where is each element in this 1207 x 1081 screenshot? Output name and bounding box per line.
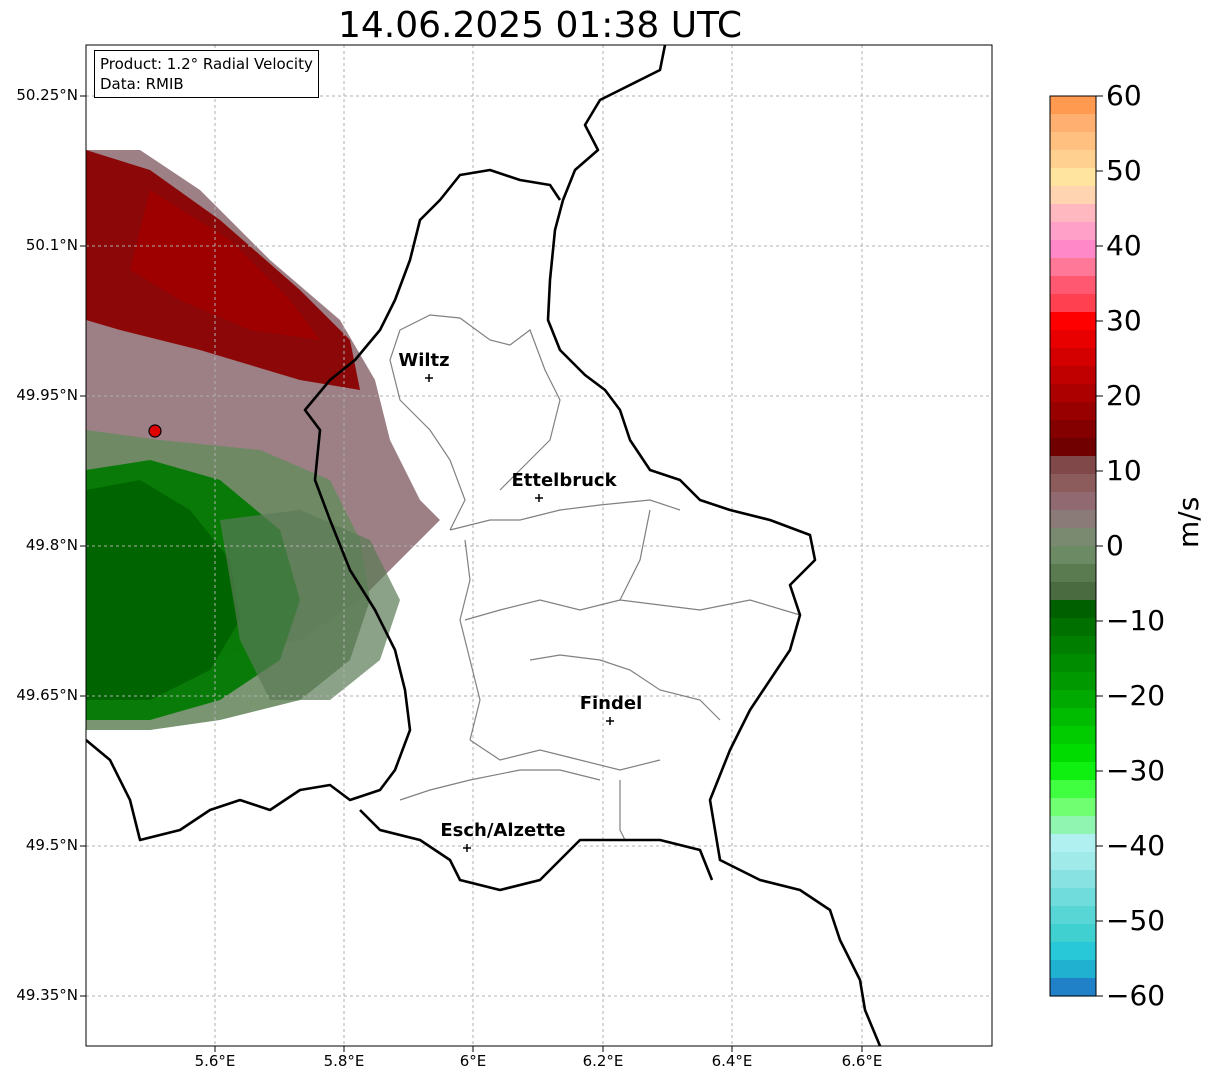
colorbar-segment [1050, 978, 1096, 997]
colorbar-segment [1050, 330, 1096, 349]
lat-tick-label: 50.1°N [25, 236, 78, 254]
lat-tick-label: 49.8°N [25, 536, 78, 554]
colorbar-segment [1050, 384, 1096, 403]
colorbar-segment [1050, 600, 1096, 619]
lon-tick-label: 6.2°E [582, 1052, 624, 1070]
colorbar-segment [1050, 960, 1096, 979]
colorbar-segment [1050, 348, 1096, 367]
colorbar-segment [1050, 366, 1096, 385]
colorbar-segment [1050, 942, 1096, 961]
colorbar-segment [1050, 420, 1096, 439]
colorbar-segment [1050, 294, 1096, 313]
city-label-findel: Findel [579, 693, 643, 714]
colorbar-segment [1050, 762, 1096, 781]
city-label-ettelbruck: Ettelbruck [511, 470, 617, 491]
lat-tick-label: 49.35°N [16, 986, 78, 1004]
lon-tick-label: 5.6°E [194, 1052, 236, 1070]
colorbar-segment [1050, 672, 1096, 691]
radar-site-marker [148, 424, 162, 438]
colorbar-segment [1050, 222, 1096, 241]
colorbar-tick-label: −30 [1106, 754, 1166, 787]
colorbar-tick-label: 0 [1106, 529, 1124, 562]
colorbar-segment [1050, 852, 1096, 871]
city-label-esch-alzette: Esch/Alzette [440, 820, 566, 841]
colorbar-segment [1050, 510, 1096, 529]
colorbar-segment [1050, 870, 1096, 889]
colorbar-segment [1050, 132, 1096, 151]
admin-borders [389, 314, 801, 841]
colorbar-tick-label: −10 [1106, 604, 1166, 637]
colorbar-segment [1050, 240, 1096, 259]
colorbar-segment [1050, 582, 1096, 601]
lon-tick-label: 5.8°E [323, 1052, 365, 1070]
colorbar-segment [1050, 114, 1096, 133]
map-title: 14.06.2025 01:38 UTC [337, 5, 743, 46]
colorbar-segment [1050, 690, 1096, 709]
colorbar-segment [1050, 654, 1096, 673]
lat-tick-label: 49.95°N [16, 386, 78, 404]
colorbar-segment [1050, 816, 1096, 835]
lon-tick-label: 6.6°E [841, 1052, 883, 1070]
product-label: Product: 1.2° Radial Velocity [100, 55, 313, 73]
colorbar-tick-label: −60 [1106, 979, 1166, 1012]
colorbar-segment [1050, 456, 1096, 475]
lat-tick-label: 49.5°N [25, 836, 78, 854]
colorbar-segment [1050, 564, 1096, 583]
colorbar-tick-label: 60 [1106, 79, 1142, 112]
colorbar-segment [1050, 492, 1096, 511]
colorbar-tick-label: 10 [1106, 454, 1142, 487]
lon-tick-label: 6.4°E [711, 1052, 753, 1070]
colorbar-segment [1050, 150, 1096, 169]
colorbar-segment [1050, 780, 1096, 799]
colorbar-segment [1050, 204, 1096, 223]
colorbar-tick-label: −40 [1106, 829, 1166, 862]
colorbar-segment [1050, 258, 1096, 277]
colorbar-segment [1050, 906, 1096, 925]
colorbar-segment [1050, 708, 1096, 727]
colorbar-tick-label: 30 [1106, 304, 1142, 337]
city-label-wiltz: Wiltz [398, 350, 450, 371]
colorbar-segment [1050, 168, 1096, 187]
colorbar-segment [1050, 618, 1096, 637]
lat-tick-label: 49.65°N [16, 686, 78, 704]
colorbar-tick-label: 20 [1106, 379, 1142, 412]
colorbar-tick-label: −20 [1106, 679, 1166, 712]
data-source-label: Data: RMIB [100, 75, 184, 93]
colorbar-segment [1050, 924, 1096, 943]
colorbar-tick-label: 50 [1106, 154, 1142, 187]
lon-tick-label: 6°E [459, 1052, 487, 1070]
colorbar [1050, 96, 1096, 997]
colorbar-segment [1050, 744, 1096, 763]
colorbar-segment [1050, 528, 1096, 547]
colorbar-segment [1050, 276, 1096, 295]
colorbar-segment [1050, 888, 1096, 907]
colorbar-segment [1050, 636, 1096, 655]
colorbar-segment [1050, 312, 1096, 331]
colorbar-segment [1050, 96, 1096, 115]
colorbar-segment [1050, 726, 1096, 745]
colorbar-tick-label: −50 [1106, 904, 1166, 937]
colorbar-segment [1050, 474, 1096, 493]
colorbar-segment [1050, 798, 1096, 817]
colorbar-tick-label: 40 [1106, 229, 1142, 262]
city-markers [425, 374, 614, 852]
lat-tick-label: 50.25°N [16, 86, 78, 104]
colorbar-unit-label: m/s [1172, 496, 1205, 548]
colorbar-segment [1050, 834, 1096, 853]
colorbar-segment [1050, 546, 1096, 565]
country-borders [86, 45, 882, 1046]
colorbar-segment [1050, 402, 1096, 421]
radar-echo-layer [86, 150, 440, 730]
colorbar-segment [1050, 186, 1096, 205]
product-info-box: Product: 1.2° Radial Velocity Data: RMIB [94, 50, 319, 98]
colorbar-segment [1050, 438, 1096, 457]
